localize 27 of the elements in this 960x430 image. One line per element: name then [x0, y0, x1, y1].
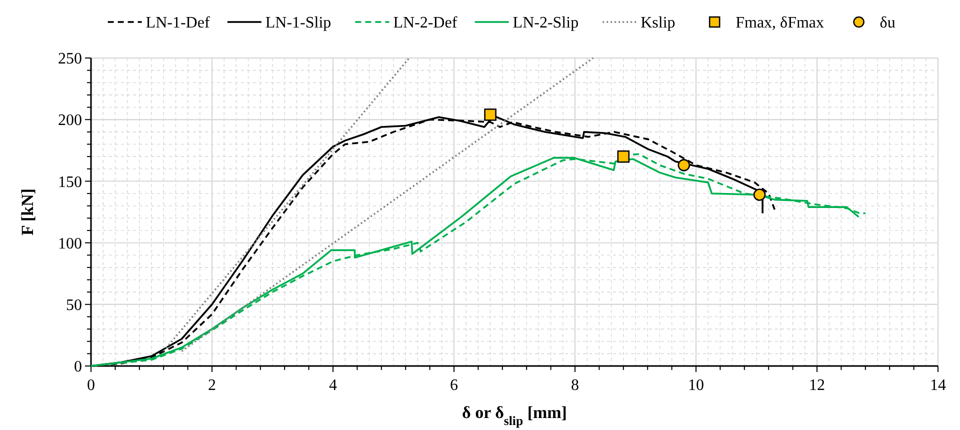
legend-label: LN-1-Def: [146, 14, 210, 32]
legend-label: LN-1-Slip: [265, 14, 332, 32]
x-tick-label: 14: [930, 377, 946, 394]
x-tick-label: 0: [87, 377, 95, 394]
x-tick-label: 2: [208, 377, 216, 394]
y-tick-label: 0: [74, 358, 82, 376]
y-tick-label: 200: [58, 112, 82, 130]
legend-label: Kslip: [640, 14, 676, 32]
x-tick-label: 8: [571, 377, 579, 394]
point: [484, 108, 496, 121]
y-tick-label: 250: [58, 50, 82, 68]
y-tick-label: 150: [58, 174, 82, 191]
y-axis-title: F [kN]: [18, 188, 37, 236]
y-tick-label: 50: [66, 297, 82, 314]
x-tick-label: 12: [809, 377, 825, 394]
x-tick-label: 10: [688, 377, 704, 394]
x-axis-title: δ or δ$_{slip}$ [mm]: [462, 403, 567, 428]
point: [753, 188, 766, 201]
point: [678, 159, 690, 172]
x-tick-label: 6: [450, 377, 458, 394]
legend-label: LN-2-Slip: [512, 14, 579, 32]
y-tick-label: 100: [58, 235, 82, 252]
legend-label: δu: [880, 14, 896, 32]
point: [617, 150, 630, 163]
legend-label: LN-2-Def: [393, 14, 458, 32]
legend-label: Fmax, δFmax: [736, 14, 824, 32]
x-tick-label: 4: [329, 377, 337, 394]
